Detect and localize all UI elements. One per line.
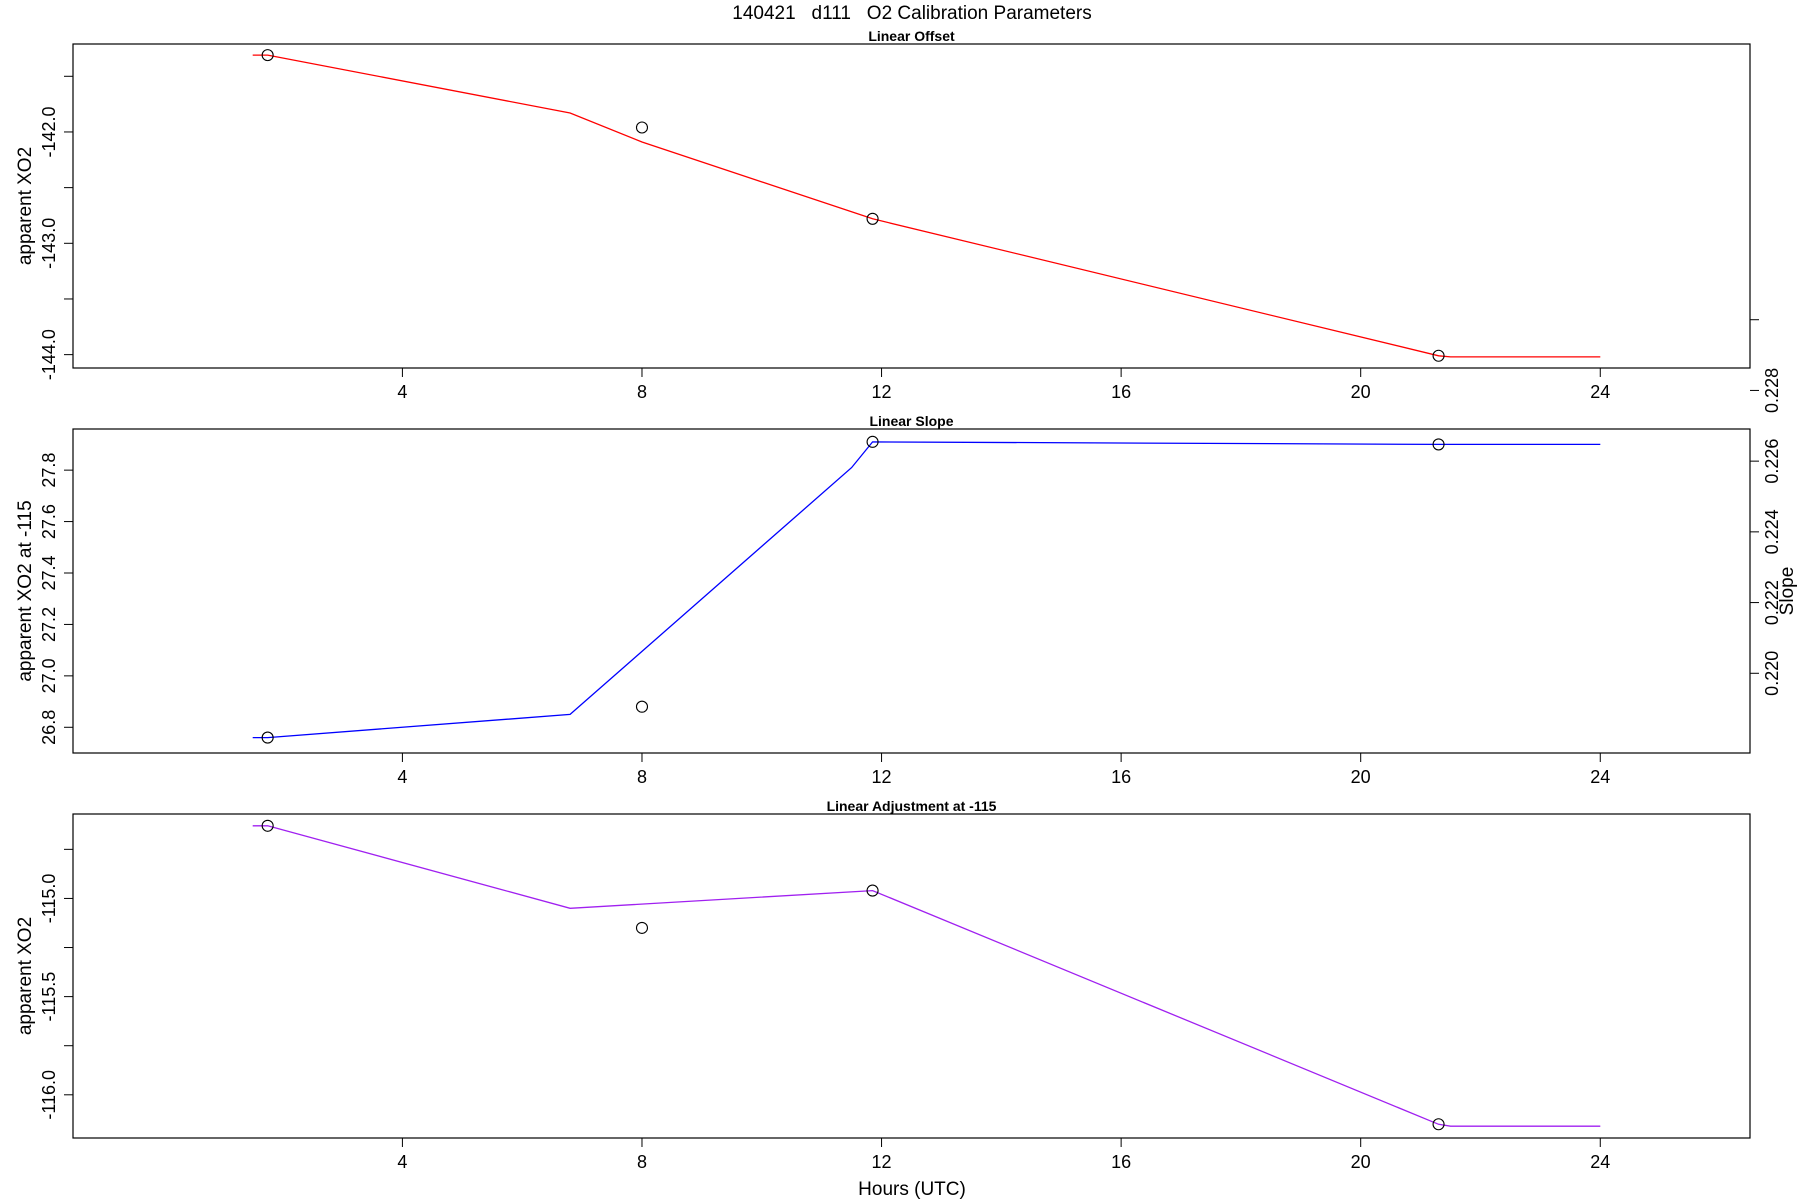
plot-frame [72, 43, 1751, 369]
data-point [866, 435, 879, 448]
plot-frame [72, 813, 1751, 1139]
data-point [635, 700, 649, 713]
x-tick-label: 16 [1111, 767, 1131, 787]
y-axis-title: apparent XO2 [15, 147, 36, 265]
panel-3: Linear Adjustment at -115 4 8 12 16 20 24 -116.… [15, 798, 1751, 1172]
y-tick-label: 27.8 [39, 453, 59, 488]
y-tick-label: -144.0 [39, 329, 59, 380]
panel-1: Linear Offset 4 8 12 16 20 24 -144.0 -143.0 -142.… [15, 28, 1751, 402]
data-point [261, 49, 274, 62]
panel-title: Linear Slope [869, 413, 953, 429]
y2-tick-label: 0.224 [1762, 509, 1782, 554]
x-tick-label: 20 [1351, 1152, 1371, 1172]
data-point [866, 884, 879, 897]
plot-panels: Linear Offset 4 8 12 16 20 24 -144.0 -143.0 -142.… [15, 28, 1798, 1172]
y2-tick-label: 0.220 [1762, 651, 1782, 696]
x-tick-label: 24 [1590, 382, 1610, 402]
x-tick-label: 8 [637, 767, 647, 787]
x-tick-label: 12 [872, 767, 892, 787]
x-tick-label: 20 [1351, 767, 1371, 787]
x-tick-label: 24 [1590, 767, 1610, 787]
panel-title: Linear Offset [868, 28, 955, 44]
data-point [261, 819, 274, 832]
x-tick-label: 16 [1111, 1152, 1131, 1172]
y-tick-label: -115.0 [39, 874, 59, 924]
data-point [635, 921, 649, 934]
x-axis-title: Hours (UTC) [858, 1179, 966, 1200]
panel-2: Linear Slope 4 8 12 16 20 24 26.8 27.0 27.2 27.4 27… [15, 319, 1798, 787]
series-line [252, 54, 1601, 358]
x-tick-label: 16 [1111, 382, 1131, 402]
data-point [1432, 349, 1445, 362]
y-tick-label: -115.5 [39, 972, 59, 1022]
x-tick-label: 4 [397, 382, 407, 402]
x-tick-label: 20 [1351, 382, 1371, 402]
figure-title: 140421 d111 O2 Calibration Parameters [732, 3, 1091, 24]
y-axis-title: apparent XO2 [15, 917, 36, 1035]
x-tick-label: 4 [397, 767, 407, 787]
x-tick-label: 12 [872, 382, 892, 402]
y-tick-label: -142.0 [39, 106, 59, 157]
data-point [1432, 438, 1445, 451]
x-tick-label: 8 [637, 1152, 647, 1172]
data-point [866, 212, 879, 225]
y-tick-label: 26.8 [39, 710, 59, 745]
y-tick-label: 27.0 [39, 658, 59, 693]
y-tick-label: 27.4 [39, 555, 59, 590]
y-axis-title: apparent XO2 at -115 [15, 500, 36, 681]
data-point [261, 731, 274, 744]
y-tick-label: 27.2 [39, 607, 59, 642]
y2-axis-title: Slope [1777, 567, 1798, 616]
y-tick-label: -116.0 [39, 1070, 59, 1120]
y2-tick-label: 0.222 [1762, 580, 1782, 625]
plot-frame [72, 428, 1751, 754]
x-tick-label: 12 [872, 1152, 892, 1172]
y2-tick-label: 0.226 [1762, 439, 1782, 484]
series-line [252, 441, 1601, 739]
y-tick-label: -143.0 [39, 218, 59, 269]
series-line [252, 825, 1601, 1127]
data-point [1432, 1118, 1445, 1131]
x-tick-label: 24 [1590, 1152, 1610, 1172]
x-tick-label: 4 [397, 1152, 407, 1172]
x-tick-label: 8 [637, 382, 647, 402]
y2-tick-label: 0.228 [1762, 368, 1782, 413]
data-point [635, 121, 649, 134]
y-tick-label: 27.6 [39, 504, 59, 539]
panel-title: Linear Adjustment at -115 [827, 798, 997, 814]
